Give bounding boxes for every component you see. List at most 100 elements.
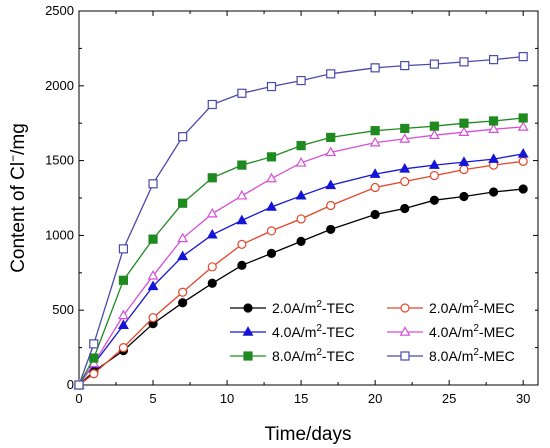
data-point [118, 343, 129, 353]
data-point [178, 287, 188, 297]
y-tick-label: 1000 [45, 227, 74, 242]
x-axis: 0 5 10 15 20 25 30 [75, 11, 530, 406]
legend-swatch-marker [243, 303, 253, 313]
legend-label: 4.0A/m2-TEC [272, 323, 355, 340]
legend-label-part: -MEC [479, 324, 515, 340]
legend-label: 2.0A/m2-MEC [429, 299, 515, 316]
data-point [296, 236, 306, 246]
legend-item-4: 8.0A/m2-TEC [230, 347, 355, 364]
data-point [89, 369, 99, 379]
data-point [488, 187, 499, 197]
series-line-4 [78, 117, 524, 386]
legend-label-part: -TEC [322, 300, 355, 316]
data-point [206, 228, 218, 239]
series-4 [74, 113, 528, 390]
data-point [236, 214, 248, 225]
legend-label: 8.0A/m2-MEC [429, 347, 515, 364]
data-point [370, 209, 380, 220]
data-point [117, 319, 129, 329]
data-point [266, 201, 277, 211]
series-layer [73, 52, 529, 390]
data-point [488, 55, 499, 65]
data-point [517, 148, 529, 158]
data-point [237, 239, 247, 249]
data-point [266, 248, 277, 258]
data-point [429, 59, 439, 69]
legend-item-0: 2.0A/m2-TEC [230, 299, 355, 316]
data-point [178, 132, 188, 142]
data-point [207, 278, 217, 288]
data-point [266, 226, 277, 236]
data-point [266, 152, 277, 162]
data-point [459, 191, 469, 202]
data-point [177, 250, 189, 261]
y-axis-title-sup: − [6, 155, 20, 162]
legend-label-sup: 2 [473, 347, 479, 358]
legend-label-part: -TEC [322, 348, 355, 364]
y-tick-label: 2500 [45, 3, 74, 18]
data-point [89, 353, 99, 363]
data-point [369, 168, 381, 178]
legend-label-sup: 2 [473, 323, 479, 334]
data-point [400, 203, 410, 214]
data-point [326, 69, 336, 79]
x-tick-label: 25 [442, 391, 456, 406]
legend-swatch-marker [243, 351, 253, 361]
series-2 [73, 148, 529, 389]
data-point [459, 57, 469, 67]
data-point [518, 113, 528, 123]
data-point [458, 156, 470, 166]
data-point [237, 88, 247, 98]
data-point [325, 146, 337, 157]
legend-item-5: 8.0A/m2-MEC [387, 347, 515, 364]
y-axis-title-main: Content of Cl [8, 162, 29, 273]
y-axis-title: Content of Cl−/mg [6, 123, 29, 273]
data-point [429, 195, 439, 205]
legend-swatch-marker [242, 326, 254, 336]
series-line-5 [78, 55, 524, 386]
data-point [428, 129, 440, 139]
legend-label-sup: 2 [473, 299, 479, 310]
y-axis: 0 500 1000 1500 2000 2500 [45, 3, 538, 392]
data-point [429, 170, 439, 181]
y-tick-label: 500 [52, 302, 74, 317]
data-point [89, 339, 99, 349]
data-point [399, 163, 411, 173]
legend-label-part: 2.0A/m [429, 300, 473, 316]
legend-swatch-marker [400, 351, 410, 361]
data-point [458, 126, 470, 136]
data-point [517, 121, 529, 131]
data-point [207, 99, 217, 110]
series-line-2 [78, 153, 524, 386]
legend-label-sup: 2 [316, 299, 322, 310]
legend-swatch-marker [400, 303, 410, 313]
series-line-0 [78, 188, 524, 386]
legend-label-sup: 2 [316, 347, 322, 358]
data-point [518, 156, 528, 166]
x-axis-title: Time/days [265, 424, 352, 445]
data-point [400, 176, 410, 187]
x-tick-label: 0 [75, 391, 82, 406]
legend-label-part: -TEC [322, 324, 355, 340]
y-tick-label: 2000 [45, 78, 74, 93]
data-point [400, 61, 410, 71]
data-point [518, 52, 528, 62]
data-point [148, 234, 158, 244]
legend-label-part: -MEC [479, 348, 515, 364]
data-point [369, 136, 381, 147]
data-point [147, 280, 159, 291]
data-point [488, 123, 500, 133]
data-point [148, 179, 158, 189]
data-point [488, 153, 500, 163]
data-point [237, 260, 247, 270]
data-point [399, 133, 411, 143]
data-point [518, 184, 528, 194]
data-point [429, 121, 439, 131]
series-line-3 [78, 126, 524, 386]
data-point [296, 141, 306, 151]
legend-label-part: 4.0A/m [429, 324, 473, 340]
y-axis-title-unit: /mg [8, 123, 29, 155]
data-point [428, 159, 440, 169]
legend-label: 2.0A/m2-TEC [272, 299, 355, 316]
